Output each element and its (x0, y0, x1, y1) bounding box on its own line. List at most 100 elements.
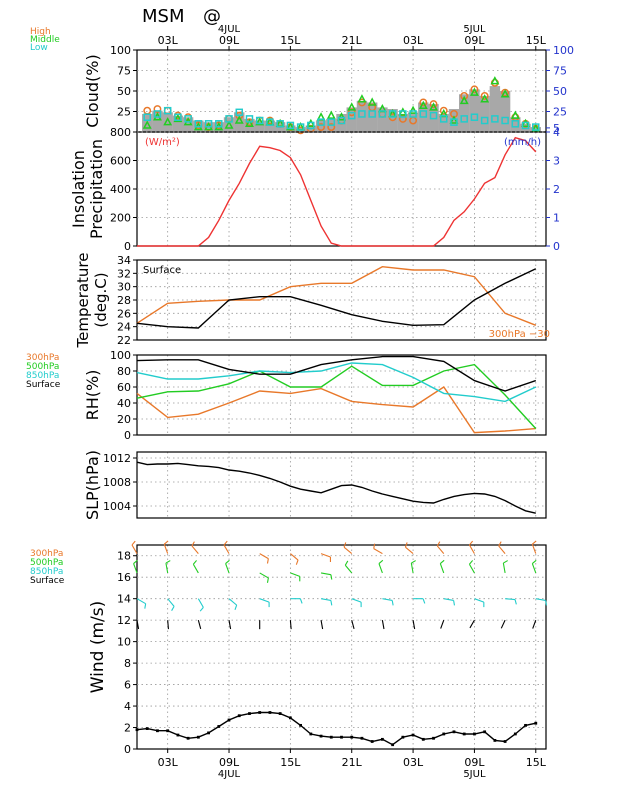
wind-surface-point (513, 732, 517, 736)
wind-barb (532, 619, 537, 629)
y-tick-label: 5 (553, 122, 560, 135)
wind-barb (259, 572, 269, 579)
wind-surface-point (401, 735, 405, 739)
wind-surface-point (248, 712, 251, 715)
wind-surface-point (299, 723, 302, 727)
slp-frame (136, 451, 547, 519)
middle-cloud-point (521, 118, 531, 128)
y-tick-label: 32 (117, 267, 131, 280)
wind-barb-flag (133, 559, 138, 564)
cloud-cover-bar (254, 120, 265, 132)
y-tick-label: 14 (117, 593, 131, 606)
high-cloud-point (327, 123, 336, 132)
wind-barb (192, 563, 199, 574)
wind-barb (505, 598, 516, 601)
wind-surface-point (534, 721, 538, 725)
wind-barb (351, 598, 362, 603)
temperature-axis-title: Temperature (74, 252, 92, 348)
wind-panel: 0 2 4 6 8 10 12 14 16 18 Wind (m/s) (88, 540, 548, 756)
low-cloud-point (255, 116, 264, 125)
rh-850hpa-line (136, 362, 537, 403)
wind-surface-point (421, 737, 425, 741)
cloud-cover-bar (315, 120, 327, 132)
wind-barb-flag (404, 542, 408, 548)
rh-legend-entry: 500hPa (26, 362, 59, 372)
wind-barb-flag (411, 560, 416, 564)
wind-surface-point (196, 735, 200, 739)
wind-barb-flag (266, 577, 269, 583)
cloud-cover-bar (499, 91, 511, 132)
wind-barb (167, 620, 170, 630)
middle-cloud-point (326, 110, 336, 119)
y-tick-label: 28 (117, 294, 131, 307)
wind-barb-flag (299, 598, 303, 604)
wind-surface-point (432, 736, 435, 740)
wind-barb-flag (131, 540, 136, 546)
middle-cloud-point (500, 89, 510, 98)
y-tick-label: 1 (553, 212, 560, 225)
cloud-cover-bar (264, 120, 276, 132)
wind-barb (443, 598, 454, 601)
low-cloud-point (409, 110, 417, 118)
low-cloud-point (163, 106, 172, 115)
y-tick-label: 1012 (103, 452, 131, 465)
wind-barb (290, 553, 299, 561)
wind-surface-point (135, 728, 139, 732)
wind-barb (228, 620, 232, 630)
top-time-axis: 03L 09L 15L 21L 03L 09L 15L 4JUL 5JUL (158, 24, 547, 50)
wind-barb-flag (439, 559, 445, 564)
wind-barb (405, 546, 414, 555)
y-tick-label: 80 (117, 365, 131, 378)
middle-cloud-point (255, 117, 265, 126)
y-tick-label: 400 (110, 183, 131, 196)
low-cloud-point (450, 118, 458, 126)
wind-surface-point (319, 734, 323, 738)
y-tick-label: 25 (117, 106, 131, 119)
wind-barb-flag (266, 558, 269, 564)
high-cloud-point (358, 98, 366, 107)
wind-barb (165, 562, 169, 574)
wind-barb (131, 544, 138, 554)
time-tick-label: 09L (464, 756, 485, 769)
rh-legend-entry: 300hPa (26, 353, 59, 363)
wind-barb (344, 564, 353, 574)
time-tick-label: 15L (526, 34, 547, 47)
low-cloud-point (174, 113, 182, 121)
time-tick-label: 03L (158, 756, 179, 769)
wind-barb (136, 620, 140, 630)
time-tick-label: 21L (342, 756, 363, 769)
cloud-cover-bar (407, 112, 419, 132)
middle-cloud-point (142, 120, 152, 129)
low-cloud-point (429, 111, 438, 120)
insolation-unit: (W/m²) (145, 137, 180, 148)
low-cloud-point (327, 118, 336, 126)
wind-surface-point (473, 732, 476, 736)
wind-barb (320, 572, 331, 576)
wind-surface-point (145, 727, 149, 730)
y-tick-label: 100 (553, 44, 574, 57)
low-cloud-point (491, 115, 499, 123)
y-tick-label: 20 (117, 413, 131, 426)
y-tick-label: 34 (117, 254, 131, 267)
low-cloud-point (358, 110, 366, 118)
y-tick-label: 24 (117, 321, 131, 334)
time-tick-label: 15L (280, 756, 301, 769)
wind-barb (412, 620, 416, 630)
wind-barb (259, 553, 269, 560)
y-tick-label: 1004 (103, 500, 131, 513)
cloud-cover-bar (172, 115, 184, 132)
middle-cloud-point (490, 76, 500, 85)
wind-barb-flag (453, 600, 456, 606)
cloud-cover-bar (223, 117, 235, 132)
middle-cloud-point (418, 100, 428, 110)
middle-cloud-point (234, 115, 244, 124)
wind-barb-flag (532, 559, 537, 564)
low-cloud-point (388, 110, 397, 118)
wind-barb (290, 572, 300, 577)
time-tick-label: 15L (280, 34, 301, 47)
middle-cloud-point (531, 123, 541, 132)
wind-surface-point (340, 735, 343, 739)
